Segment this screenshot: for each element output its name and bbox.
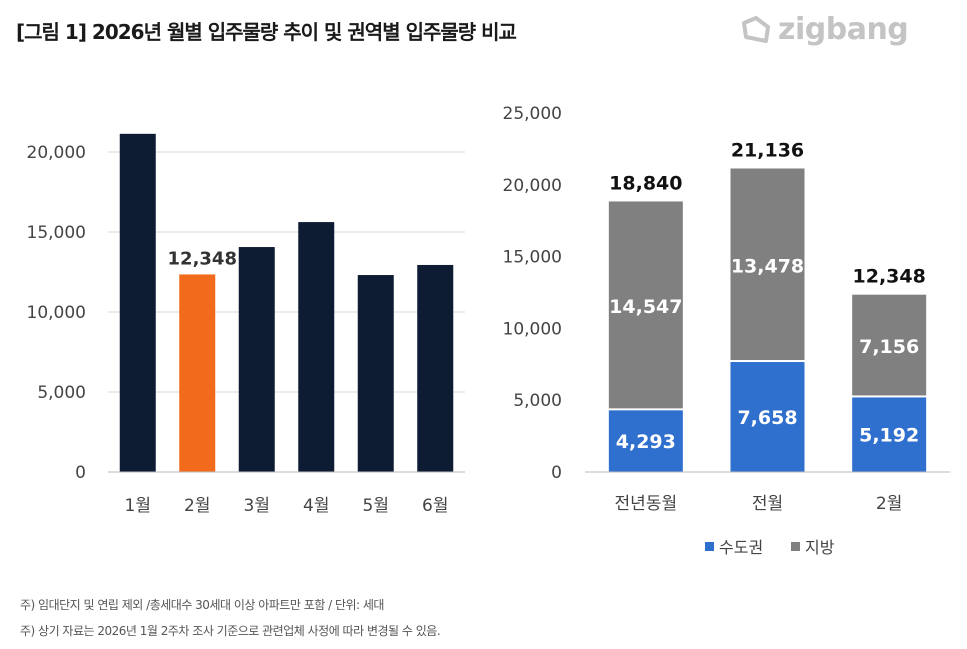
- y-tick-label: 10,000: [503, 319, 562, 339]
- total-label: 21,136: [731, 139, 804, 161]
- y-tick-label: 5,000: [513, 391, 562, 411]
- bar-지방-전월: [730, 168, 805, 361]
- legend-label: 지방: [805, 538, 835, 557]
- bar-수도권-2월: [852, 397, 927, 472]
- x-tick-label: 1월: [125, 496, 151, 516]
- y-tick-label: 0: [75, 463, 86, 483]
- x-tick-label: 6월: [422, 496, 448, 516]
- x-tick-label: 3월: [244, 496, 270, 516]
- y-tick-label: 10,000: [27, 303, 86, 323]
- bar-6월: [417, 264, 454, 472]
- data-label: 4,293: [616, 431, 676, 453]
- footnote-2: 주) 상기 자료는 2026년 1월 2주차 조사 기준으로 관련업체 사정에 …: [20, 624, 441, 638]
- bar-지방-2월: [852, 294, 927, 396]
- y-tick-label: 15,000: [503, 248, 562, 268]
- data-label: 12,348: [168, 248, 237, 269]
- x-tick-label: 2월: [184, 496, 210, 516]
- data-label: 7,658: [737, 407, 797, 429]
- figure-title: [그림 1] 2026년 월별 입주물량 추이 및 권역별 입주물량 비교: [16, 20, 517, 44]
- y-tick-label: 20,000: [27, 143, 86, 163]
- data-label: 13,478: [731, 255, 804, 277]
- logo-text: zigbang: [778, 12, 909, 47]
- bar-수도권-전월: [730, 362, 805, 472]
- x-tick-label: 전월: [752, 494, 783, 514]
- bar-5월: [357, 275, 394, 472]
- y-tick-label: 5,000: [37, 383, 86, 403]
- bar-3월: [238, 247, 275, 472]
- bar-2월: [179, 274, 216, 472]
- zigbang-logo: zigbang: [738, 12, 909, 47]
- logo-icon: [742, 15, 770, 43]
- y-tick-label: 25,000: [503, 104, 562, 124]
- data-label: 7,156: [859, 336, 919, 358]
- footnote-1: 주) 임대단지 및 연립 제외 /총세대수 30세대 이상 아파트만 포함 / …: [20, 598, 384, 612]
- bar-1월: [119, 133, 156, 472]
- legend-swatch: [791, 542, 800, 551]
- data-label: 14,547: [609, 296, 682, 318]
- total-label: 12,348: [853, 266, 926, 288]
- legend-label: 수도권: [719, 538, 763, 557]
- bar-4월: [298, 222, 335, 472]
- data-label: 5,192: [859, 425, 919, 447]
- y-tick-label: 0: [551, 463, 562, 483]
- y-tick-label: 20,000: [503, 176, 562, 196]
- bar-수도권-전년동월: [608, 410, 683, 472]
- total-label: 18,840: [609, 172, 682, 194]
- x-tick-label: 2월: [876, 494, 902, 514]
- x-tick-label: 전년동월: [615, 494, 678, 514]
- y-tick-label: 15,000: [27, 223, 86, 243]
- legend-swatch: [705, 542, 714, 551]
- bar-지방-전년동월: [608, 201, 683, 409]
- x-tick-label: 5월: [363, 496, 389, 516]
- x-tick-label: 4월: [303, 496, 329, 516]
